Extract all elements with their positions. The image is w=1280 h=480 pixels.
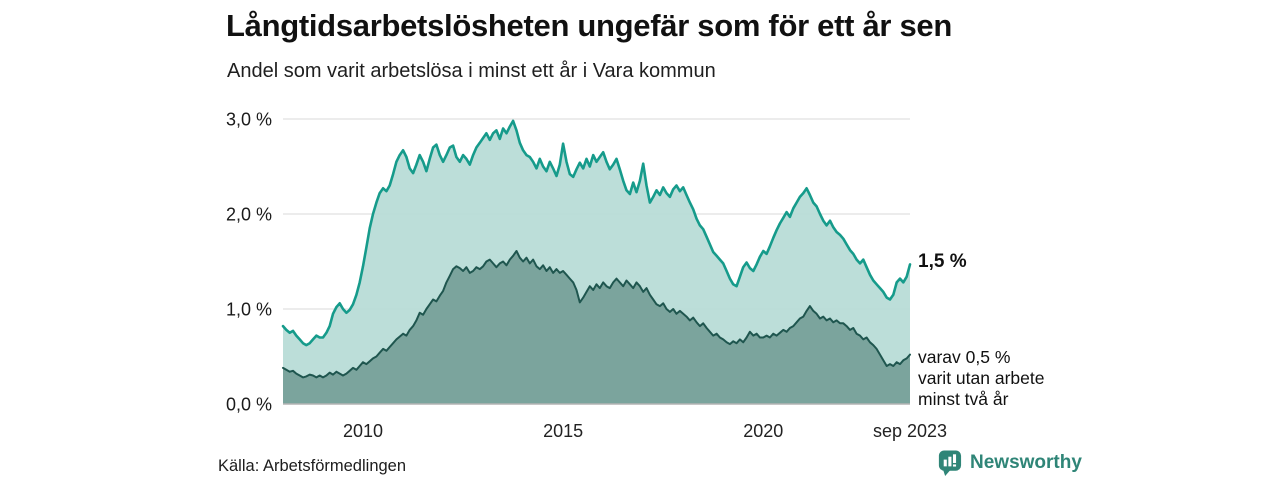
- x-tick-label-sep 2023: sep 2023: [873, 421, 947, 441]
- y-tick-label-2,0 %: 2,0 %: [226, 205, 272, 225]
- x-tick-label-2020: 2020: [743, 421, 783, 441]
- series-area-long-term-2yr: [283, 251, 910, 404]
- y-tick-label-1,0 %: 1,0 %: [226, 300, 272, 320]
- source-attribution: Källa: Arbetsförmedlingen: [218, 457, 407, 475]
- newsworthy-bubble-chart-icon: [938, 450, 962, 476]
- y-tick-label-0,0 %: 0,0 %: [226, 395, 272, 415]
- inner-series-end-label: varav 0,5 % varit utan arbete minst två …: [918, 347, 1044, 410]
- newsworthy-logo: Newsworthy: [936, 448, 1082, 477]
- inner-end-line-1: varav 0,5 %: [918, 347, 1011, 367]
- inner-end-line-3: minst två år: [918, 389, 1009, 409]
- inner-end-line-2: varit utan arbete: [918, 368, 1045, 388]
- series-line-long-term-1yr: [281, 119, 912, 347]
- page-title: Långtidsarbetslösheten ungefär som för e…: [226, 8, 953, 43]
- chart-subtitle: Andel som varit arbetslösa i minst ett å…: [227, 60, 716, 82]
- x-tick-label-2010: 2010: [343, 421, 383, 441]
- outer-series-end-label: 1,5 %: [918, 251, 967, 272]
- y-tick-label-3,0 %: 3,0 %: [226, 110, 272, 130]
- series-line-long-term-2yr: [282, 250, 911, 379]
- newsworthy-wordmark: Newsworthy: [970, 451, 1082, 473]
- x-tick-label-2015: 2015: [543, 421, 583, 441]
